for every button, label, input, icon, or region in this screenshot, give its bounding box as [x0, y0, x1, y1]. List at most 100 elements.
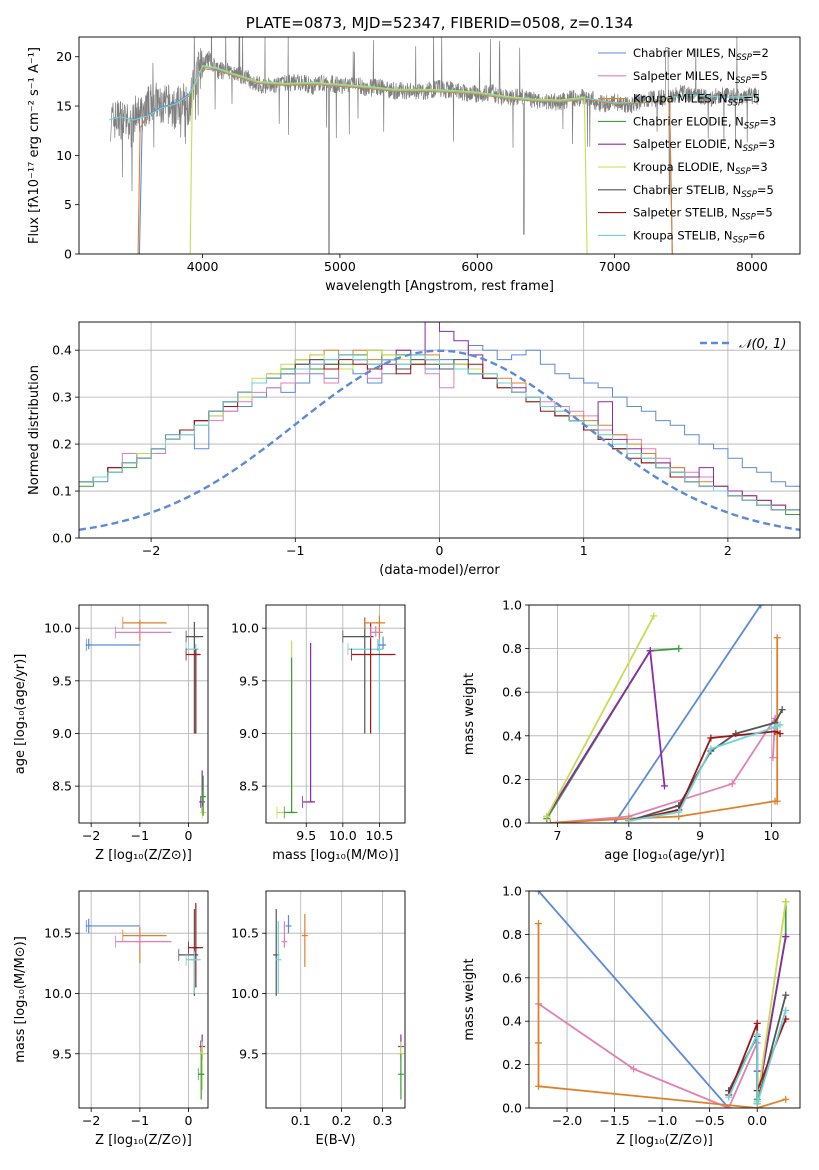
legend-entry: 𝒩(0, 1): [739, 337, 786, 352]
grid-lines: [529, 890, 800, 1109]
axes-frame: [265, 604, 406, 824]
chart-title: PLATE=0873, MJD=52347, FIBERID=0508, z=0…: [246, 14, 633, 32]
age-vs-metallicity-panel: −2 −1 0 8.5 9.0 9.5 10.0 Z [log₁₀(Z/Z⊙)] age [lo…: [13, 604, 209, 863]
weight-marker-kroupa_stelib: [753, 1100, 761, 1108]
errorbar-point-salpeter_stelib: [188, 903, 204, 988]
y-tick-label: 0.2: [52, 437, 72, 452]
y-tick-label: 5: [64, 197, 72, 212]
weight-marker-kroupa_miles: [546, 819, 554, 823]
weight-line-salpeter_miles: [537, 1003, 759, 1108]
y-tick-label: 10.0: [231, 986, 259, 1001]
y-tick-label: 10: [56, 148, 72, 163]
y-tick-label: 20: [56, 49, 72, 64]
weight-marker-kroupa_miles: [773, 634, 781, 642]
axis-ticks: 0.1 0.2 0.3 9.5 10.0 10.5: [231, 926, 392, 1128]
histogram-kroupa_stelib: [79, 354, 800, 515]
mass-weight-vs-age-panel: 7 8 9 10 0.0 0.2 0.4 0.6 0.8 1.0 age [log₁₀(age/yr…: [462, 598, 801, 863]
errorbar-point-chabrier_stelib: [185, 621, 204, 734]
x-tick-label: 0.1: [291, 1113, 311, 1128]
error-bars: [85, 903, 206, 1100]
weight-marker-kroupa_stelib: [776, 721, 784, 729]
errorbar-point-kroupa_miles: [122, 927, 167, 964]
weight-marker-kroupa_stelib: [753, 1030, 761, 1038]
weight-marker-kroupa_stelib: [725, 1093, 733, 1101]
x-axis-label: Z [log₁₀(Z/Z⊙)]: [616, 1133, 713, 1148]
legend-entry: Salpeter STELIB, NSSP=5: [633, 206, 773, 223]
axis-ticks: −2.0 −1.5 −1.0 −0.5 0.0 0.0 0.2 0.4 0.6 0.8 1.0: [502, 884, 767, 1129]
y-tick-label: 0: [64, 247, 72, 262]
x-axis-label: wavelength [Angstrom, rest frame]: [325, 279, 554, 294]
grid-lines: [266, 891, 405, 1108]
y-tick-label: 10.0: [231, 621, 259, 636]
weight-marker-kroupa_miles: [535, 1082, 543, 1090]
legend-entry: Kroupa STELIB, NSSP=6: [633, 228, 765, 245]
axis-ticks: −2 −1 0 9.5 10.0 10.5: [44, 926, 192, 1128]
y-tick-label: 0.8: [502, 927, 522, 942]
legend-entry: Chabrier MILES, NSSP=2: [633, 46, 769, 63]
x-axis-label: Z [log₁₀(Z/Z⊙)]: [95, 1133, 192, 1148]
weight-marker-kroupa_stelib: [771, 723, 779, 731]
axes-frame: [265, 890, 406, 1109]
axis-ticks: 9.5 10.0 10.5 8.5 9.0 9.5 10.0: [231, 621, 393, 843]
axis-ticks: −2 −1 0 1 2 0.0 0.1 0.2 0.3 0.4: [52, 343, 732, 558]
x-tick-label: 9.5: [296, 828, 316, 843]
weight-marker-chabrier_stelib: [778, 706, 786, 714]
x-tick-label: 2: [724, 543, 732, 558]
y-tick-label: 15: [56, 99, 72, 114]
y-tick-label: 9.0: [239, 726, 259, 741]
errorbar-point-kroupa_stelib: [347, 638, 384, 734]
axis-ticks: −2 −1 0 8.5 9.0 9.5 10.0: [44, 621, 192, 843]
weight-marker-salpeter_elodie: [661, 782, 668, 790]
y-tick-label: 10.5: [44, 926, 72, 941]
error-bars: [85, 616, 207, 819]
age-vs-mass-panel: 9.5 10.0 10.5 8.5 9.0 9.5 10.0 mass [log₁₀(M/M⊙…: [231, 604, 406, 863]
errorbar-point-kroupa_stelib: [275, 921, 282, 994]
errorbar-point-chabrier_miles: [285, 915, 292, 934]
x-tick-label: −2: [82, 1113, 100, 1128]
axes-frame: [78, 36, 801, 255]
x-tick-label: 5000: [324, 259, 356, 274]
axes-frame: [78, 604, 209, 824]
y-tick-label: 0.1: [52, 484, 72, 499]
y-axis-label: Normed distribution: [27, 365, 42, 495]
errorbar-point-salpeter_miles: [115, 933, 172, 948]
x-tick-label: 0: [185, 1113, 193, 1128]
x-axis-label: (data-model)/error: [379, 563, 500, 578]
mass-weight-vs-metallicity-panel: −2.0 −1.5 −1.0 −0.5 0.0 0.0 0.2 0.4 0.6 0.8 1.0 Z […: [462, 884, 801, 1148]
legend-entry: Chabrier ELODIE, NSSP=3: [633, 114, 776, 131]
weight-marker-kroupa_elodie: [650, 612, 658, 620]
errorbar-point-kroupa_stelib: [185, 643, 199, 734]
x-tick-label: −1.5: [599, 1113, 629, 1128]
histogram-legend: 𝒩(0, 1): [700, 337, 786, 352]
x-tick-label: 10: [764, 828, 780, 843]
x-axis-label: age [log₁₀(age/yr)]: [604, 848, 725, 863]
errorbar-point-kroupa_miles: [122, 616, 167, 641]
weight-marker-kroupa_miles: [535, 920, 543, 928]
x-tick-label: 6000: [461, 259, 493, 274]
x-tick-label: 0.3: [373, 1113, 393, 1128]
errorbar-point-chabrier_miles: [377, 636, 387, 652]
weight-marker-chabrier_stelib: [782, 991, 790, 999]
mass-vs-metallicity-panel: −2 −1 0 9.5 10.0 10.5 Z [log₁₀(Z/Z⊙)] mass [log…: [13, 890, 209, 1148]
weight-marker-kroupa_miles: [773, 797, 781, 805]
y-tick-label: 0.6: [502, 685, 522, 700]
axes-frame: [528, 604, 801, 824]
weight-marker-kroupa_stelib: [675, 808, 683, 816]
x-tick-label: −2: [82, 828, 100, 843]
weight-marker-chabrier_miles: [535, 891, 543, 895]
error-bars: [276, 615, 396, 819]
x-tick-label: 9: [696, 828, 704, 843]
axis-ticks: 4000 5000 6000 7000 8000 0 5 10 15 20: [56, 49, 768, 274]
x-axis-label: mass [log₁₀(M/M⊙)]: [272, 848, 399, 863]
y-tick-label: 0.4: [502, 1014, 522, 1029]
x-tick-label: 10.0: [329, 828, 357, 843]
normal-distribution-curve: [79, 349, 800, 531]
errorbar-point-kroupa_miles: [301, 913, 308, 967]
weight-marker-salpeter_elodie: [782, 933, 790, 941]
y-axis-label: mass weight: [462, 673, 477, 755]
y-tick-label: 1.0: [502, 884, 522, 899]
x-tick-label: 1: [580, 543, 588, 558]
weight-marker-chabrier_elodie: [675, 645, 683, 653]
weight-lines: [535, 891, 790, 1108]
